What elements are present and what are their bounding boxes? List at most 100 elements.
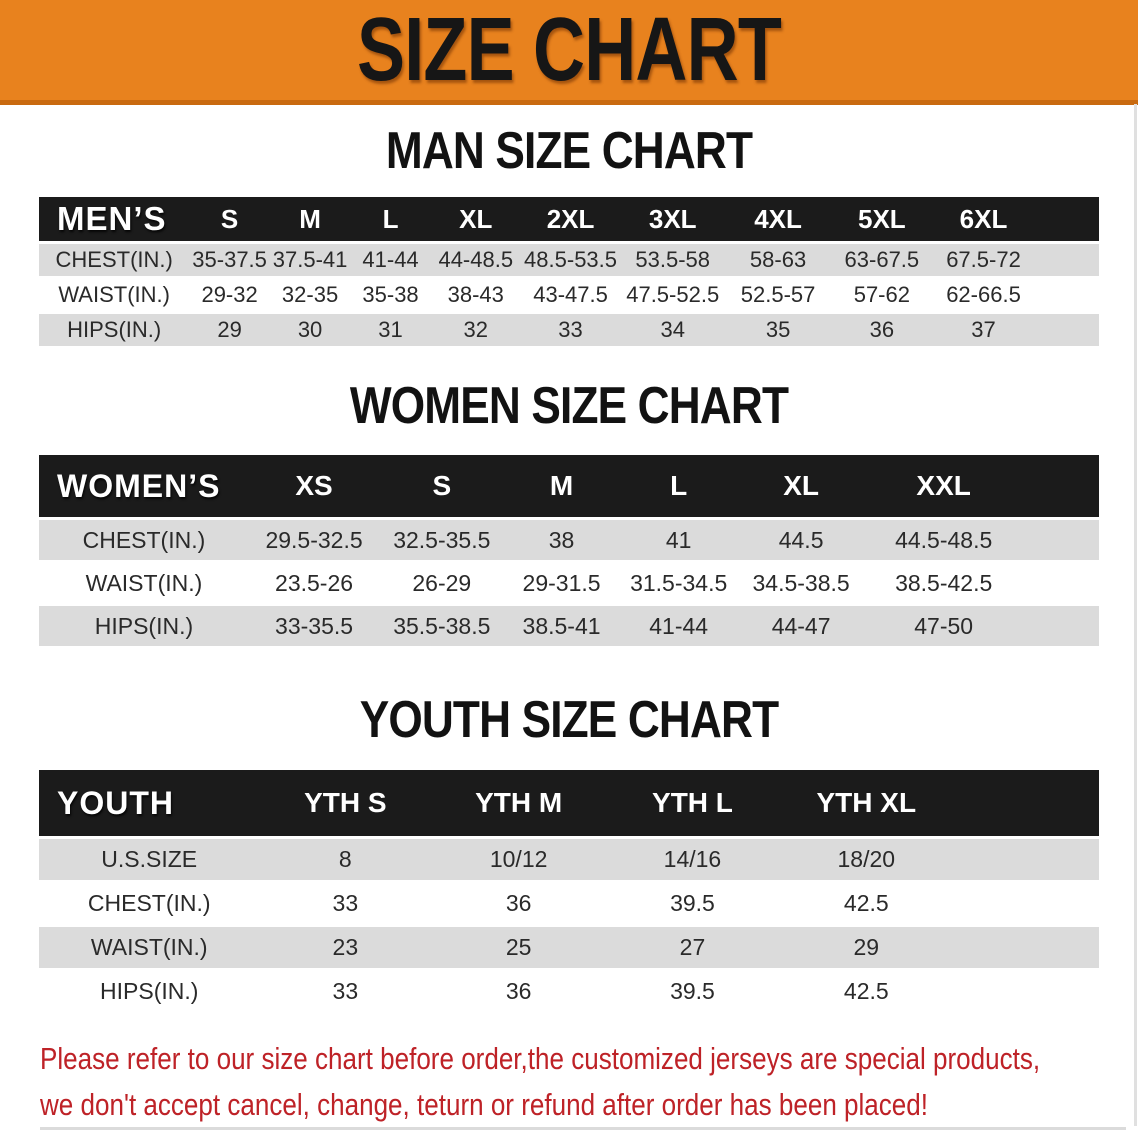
size-value: 47.5-52.5 — [620, 276, 726, 311]
size-value: 36 — [831, 311, 933, 346]
size-value: 57-62 — [831, 276, 933, 311]
size-value: 29-32 — [189, 276, 270, 311]
spacer-cell — [953, 880, 1099, 924]
size-value: 44-47 — [738, 603, 864, 646]
image-edge-line-right — [1134, 104, 1137, 1126]
size-value: 52.5-57 — [725, 276, 832, 311]
size-value: 33 — [259, 880, 432, 924]
size-value: 39.5 — [606, 968, 779, 1012]
row-label: HIPS(IN.) — [39, 311, 190, 346]
banner-title: SIZE CHART — [357, 0, 782, 100]
size-value: 32.5-35.5 — [379, 517, 505, 560]
size-value: 33 — [259, 968, 432, 1012]
spacer-cell — [1023, 455, 1099, 517]
size-column-header: L — [618, 455, 739, 517]
spacer-cell — [1023, 603, 1099, 646]
size-value: 38-43 — [430, 276, 521, 311]
spacer-cell — [1023, 517, 1099, 560]
women-size-chart-heading: WOMEN SIZE CHART — [349, 377, 789, 435]
size-value: 35-38 — [350, 276, 431, 311]
size-header-row: YOUTH YTH S YTH M YTH L YTH XL — [39, 770, 1099, 836]
row-label: WAIST(IN.) — [39, 276, 190, 311]
size-value: 67.5-72 — [932, 241, 1035, 276]
size-value: 25 — [431, 924, 607, 968]
size-value: 35-37.5 — [189, 241, 270, 276]
spacer-cell — [1034, 241, 1099, 276]
size-header-row: WOMEN’S XS S M L XL XXL — [39, 455, 1099, 517]
size-value: 36 — [431, 968, 607, 1012]
size-value: 35.5-38.5 — [379, 603, 505, 646]
size-value: 8 — [259, 836, 432, 880]
man-size-chart-heading: MAN SIZE CHART — [385, 122, 753, 180]
spacer-cell — [953, 924, 1099, 968]
size-value: 30 — [269, 311, 351, 346]
size-value: 33 — [520, 311, 621, 346]
size-value: 31 — [350, 311, 431, 346]
size-value: 48.5-53.5 — [520, 241, 621, 276]
size-value: 44.5-48.5 — [863, 517, 1024, 560]
spacer-cell — [953, 836, 1099, 880]
size-value: 34 — [620, 311, 726, 346]
measurement-row: HIPS(IN.) 29 30 31 32 33 34 35 36 37 — [39, 311, 1099, 346]
group-label: MEN’S — [39, 197, 190, 241]
size-column-header: M — [504, 455, 619, 517]
size-value: 39.5 — [606, 880, 779, 924]
size-value: 41 — [618, 517, 739, 560]
size-value: 32 — [430, 311, 521, 346]
row-label: WAIST(IN.) — [39, 924, 260, 968]
youth-size-table: YOUTH YTH S YTH M YTH L YTH XL U.S.SIZE 8 10/12… — [39, 770, 1099, 1012]
size-header-row: MEN’S S M L XL 2XL 3XL 4XL 5XL 6XL — [39, 197, 1099, 241]
size-column-header: XL — [738, 455, 864, 517]
size-value: 38.5-42.5 — [863, 560, 1024, 603]
size-value: 27 — [606, 924, 779, 968]
size-column-header: XXL — [863, 455, 1024, 517]
size-column-header: 6XL — [932, 197, 1035, 241]
size-value: 36 — [431, 880, 607, 924]
order-policy-note: Please refer to our size chart before or… — [40, 1036, 1115, 1128]
measurement-row: CHEST(IN.) 29.5-32.5 32.5-35.5 38 41 44.5 44.5… — [39, 517, 1099, 560]
size-value: 38.5-41 — [504, 603, 619, 646]
size-value: 42.5 — [778, 880, 954, 924]
measurement-row: HIPS(IN.) 33-35.5 35.5-38.5 38.5-41 41-44 44-… — [39, 603, 1099, 646]
order-policy-line-1: Please refer to our size chart before or… — [40, 1041, 1041, 1076]
spacer-cell — [1023, 560, 1099, 603]
size-value: 63-67.5 — [831, 241, 933, 276]
size-column-header: YTH M — [431, 770, 607, 836]
size-column-header: M — [269, 197, 351, 241]
spacer-cell — [953, 968, 1099, 1012]
size-value: 41-44 — [618, 603, 739, 646]
size-column-header: YTH L — [606, 770, 779, 836]
size-value: 10/12 — [431, 836, 607, 880]
size-column-header: 3XL — [620, 197, 726, 241]
size-value: 29.5-32.5 — [248, 517, 380, 560]
spacer-cell — [953, 770, 1099, 836]
row-label: CHEST(IN.) — [39, 517, 249, 560]
row-label: CHEST(IN.) — [39, 880, 260, 924]
size-value: 32-35 — [269, 276, 351, 311]
measurement-row: U.S.SIZE 8 10/12 14/16 18/20 — [39, 836, 1099, 880]
size-value: 26-29 — [379, 560, 505, 603]
measurement-row: CHEST(IN.) 33 36 39.5 42.5 — [39, 880, 1099, 924]
measurement-row: WAIST(IN.) 23.5-26 26-29 29-31.5 31.5-34.5 34… — [39, 560, 1099, 603]
row-label: HIPS(IN.) — [39, 968, 260, 1012]
measurement-row: HIPS(IN.) 33 36 39.5 42.5 — [39, 968, 1099, 1012]
size-value: 44-48.5 — [430, 241, 521, 276]
spacer-cell — [1034, 311, 1099, 346]
image-edge-line-bottom — [40, 1127, 1126, 1130]
size-value: 29 — [189, 311, 270, 346]
measurement-row: WAIST(IN.) 29-32 32-35 35-38 38-43 43-47.5 47.… — [39, 276, 1099, 311]
size-value: 38 — [504, 517, 619, 560]
row-label: U.S.SIZE — [39, 836, 260, 880]
measurement-row: WAIST(IN.) 23 25 27 29 — [39, 924, 1099, 968]
size-column-header: S — [189, 197, 270, 241]
size-column-header: XL — [430, 197, 521, 241]
size-chart-banner: SIZE CHART — [0, 0, 1138, 105]
size-value: 14/16 — [606, 836, 779, 880]
size-value: 31.5-34.5 — [618, 560, 739, 603]
size-value: 42.5 — [778, 968, 954, 1012]
row-label: HIPS(IN.) — [39, 603, 249, 646]
size-value: 23.5-26 — [248, 560, 380, 603]
youth-size-chart-heading: YOUTH SIZE CHART — [359, 691, 779, 749]
size-value: 29 — [778, 924, 954, 968]
size-value: 34.5-38.5 — [738, 560, 864, 603]
